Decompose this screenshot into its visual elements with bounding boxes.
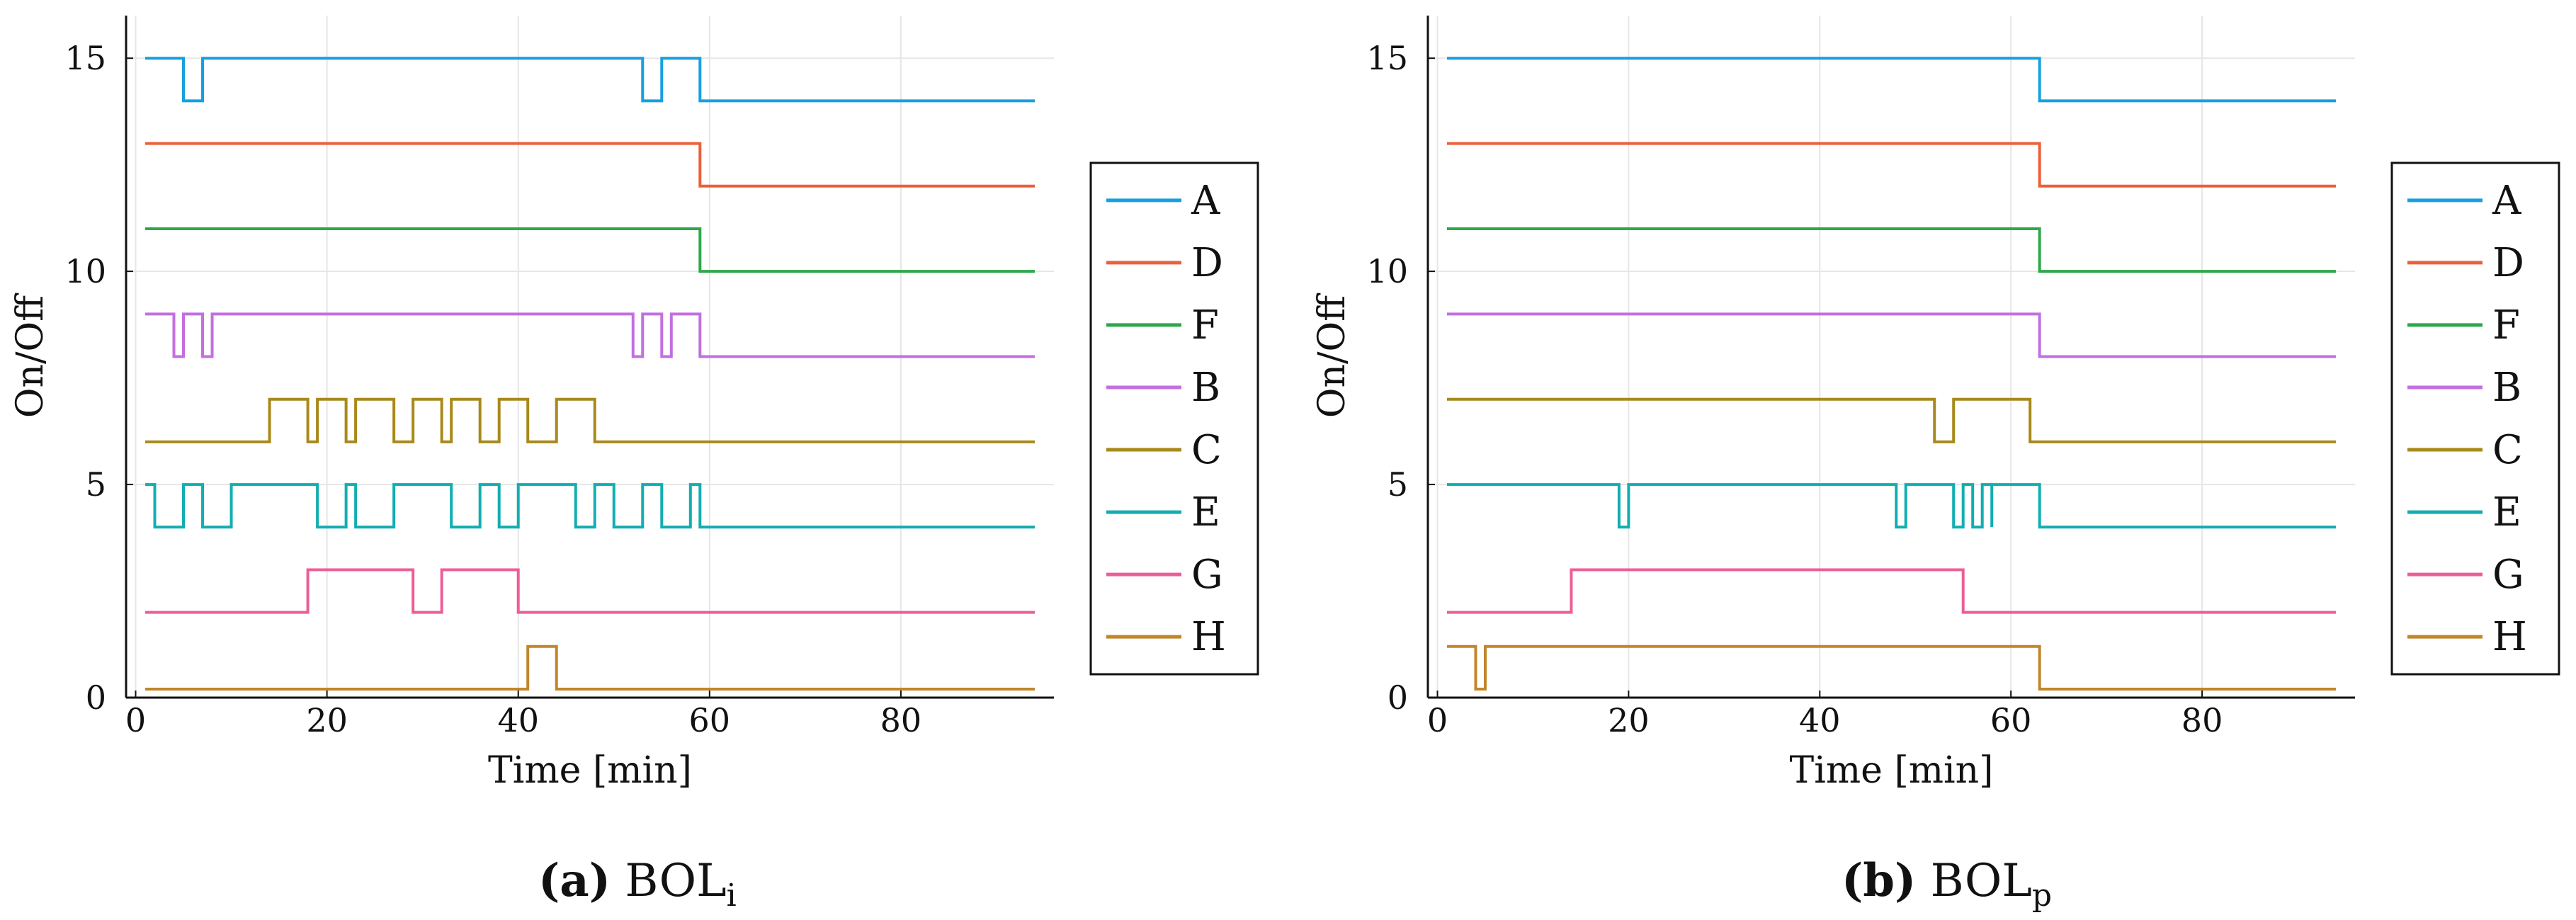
legend-label-B: B	[1191, 365, 1220, 411]
legend-label-B: B	[2492, 365, 2521, 411]
y-axis-label: On/Off	[9, 293, 52, 418]
caption-a: (a) BOLi	[538, 854, 737, 914]
series-line-E	[145, 483, 1035, 529]
series-line-A	[1446, 57, 2337, 103]
legend-label-A: A	[2492, 178, 2521, 224]
series-line-B	[1446, 312, 2337, 358]
series-line-C	[1446, 397, 2337, 443]
y-tick-label: 0	[86, 678, 106, 717]
series-line-E	[1446, 483, 2337, 529]
series-line-D	[145, 142, 1035, 188]
y-tick-label: 5	[86, 465, 106, 504]
legend-label-H: H	[1191, 614, 1226, 660]
legend-label-G: G	[1191, 552, 1223, 598]
series-line-A	[145, 57, 1035, 103]
x-axis-label: Time [min]	[488, 749, 692, 792]
legend-label-C: C	[2492, 427, 2523, 473]
y-tick-label: 15	[64, 39, 106, 77]
x-tick-label: 80	[2181, 701, 2223, 739]
series-line-G	[145, 568, 1035, 614]
legend-label-A: A	[1191, 178, 1220, 224]
series-line-G	[1446, 568, 2337, 614]
legend-label-F: F	[2492, 302, 2520, 348]
x-tick-label: 40	[1799, 701, 1841, 739]
x-tick-label: 60	[1990, 701, 2032, 739]
x-tick-label: 80	[880, 701, 922, 739]
x-tick-label: 60	[689, 701, 731, 739]
caption-tag: (a)	[538, 854, 611, 907]
y-axis-label: On/Off	[1311, 293, 1354, 418]
legend-label-E: E	[1191, 489, 1220, 535]
legend-label-E: E	[2492, 489, 2521, 535]
y-tick-label: 10	[1366, 252, 1408, 290]
series-line-B	[145, 312, 1035, 358]
y-tick-label: 5	[1388, 465, 1408, 504]
series-line-F	[1446, 227, 2337, 273]
caption-main: BOL	[611, 855, 727, 907]
x-tick-label: 20	[1608, 701, 1650, 739]
legend-label-D: D	[1191, 240, 1223, 286]
legend-label-H: H	[2492, 614, 2527, 660]
series-line-H	[1446, 644, 2337, 691]
series-line-H	[145, 644, 1035, 691]
legend-label-F: F	[1191, 302, 1219, 348]
legend-label-G: G	[2492, 552, 2524, 598]
caption-subscript: i	[727, 878, 737, 914]
caption-tag: (b)	[1842, 854, 1916, 907]
caption-b: (b) BOLp	[1842, 854, 2052, 914]
x-tick-label: 0	[1427, 701, 1448, 739]
x-tick-label: 40	[497, 701, 539, 739]
series-line-C	[145, 397, 1035, 443]
legend-box	[2390, 161, 2560, 676]
legend-label-D: D	[2492, 240, 2524, 286]
caption-subscript: p	[2032, 878, 2052, 914]
y-tick-label: 10	[64, 252, 106, 290]
caption-main: BOL	[1916, 855, 2032, 907]
x-tick-label: 0	[125, 701, 146, 739]
y-tick-label: 15	[1366, 39, 1408, 77]
series-line-D	[1446, 142, 2337, 188]
legend-box	[1089, 161, 1259, 676]
legend-label-C: C	[1191, 427, 1222, 473]
y-tick-label: 0	[1388, 678, 1408, 717]
x-tick-label: 20	[306, 701, 348, 739]
series-line-F	[145, 227, 1035, 273]
x-axis-label: Time [min]	[1790, 749, 1994, 792]
